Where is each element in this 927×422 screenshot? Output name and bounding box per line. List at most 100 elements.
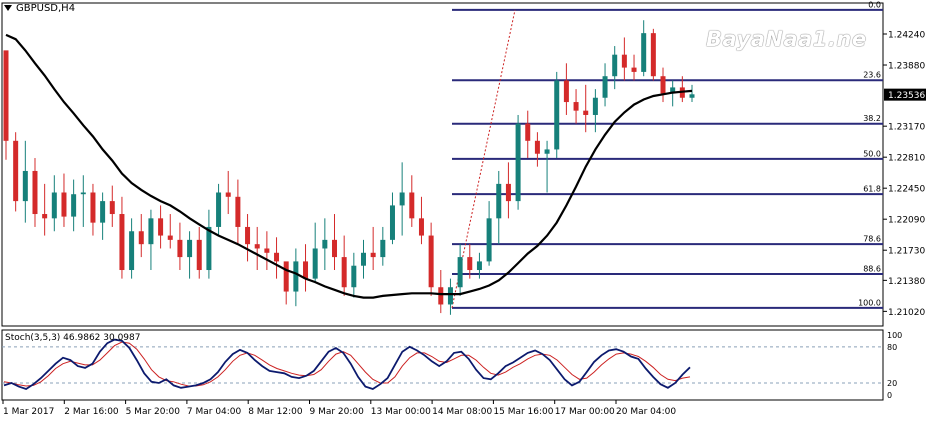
price-tick-label: 1.23170 xyxy=(888,123,925,133)
chart-title: GBPUSD,H4 xyxy=(4,3,75,14)
bull-candle xyxy=(544,149,550,154)
price-axis: 1.24240 1.23880 1.23170 1.22810 1.22450 1.220… xyxy=(883,31,926,318)
bear-candle xyxy=(158,218,164,236)
time-axis: 1 Mar 2017 2 Mar 16:00 5 Mar 20:00 7 Mar 04… xyxy=(2,400,676,417)
price-tick-label: 1.23880 xyxy=(888,62,925,72)
bear-candle xyxy=(505,183,511,202)
fibonacci-retracement[interactable]: 0.0 23.6 38.2 50.0 61.8 78.6 88.6 100.0 xyxy=(451,0,883,309)
price-tick-label: 1.22090 xyxy=(888,216,925,226)
bear-candle xyxy=(534,140,540,154)
bear-candle xyxy=(177,239,183,258)
bull-candle xyxy=(592,97,598,115)
price-tick-label: 1.21730 xyxy=(888,247,925,257)
time-tick-label: 17 Mar 00:00 xyxy=(555,407,615,417)
bear-candle xyxy=(573,102,579,111)
bull-candle xyxy=(22,170,28,202)
time-tick-label: 5 Mar 20:00 xyxy=(126,407,181,417)
bear-candle xyxy=(61,192,67,217)
bear-candle xyxy=(650,33,656,77)
time-tick-label: 14 Mar 08:00 xyxy=(432,407,492,417)
time-tick-label: 13 Mar 00:00 xyxy=(371,407,431,417)
bear-candle xyxy=(109,201,115,215)
bear-candle xyxy=(660,76,666,94)
time-tick-label: 9 Mar 20:00 xyxy=(310,407,365,417)
bull-candle xyxy=(554,80,560,150)
bear-candle xyxy=(196,239,202,271)
bear-candle xyxy=(303,261,309,279)
bear-candle xyxy=(428,235,434,288)
bear-candle xyxy=(274,252,280,262)
bull-candle xyxy=(129,231,135,271)
bear-candle xyxy=(32,170,38,215)
fib-level-label: 23.6 xyxy=(863,71,881,80)
bear-candle xyxy=(42,214,48,219)
bull-candle xyxy=(612,54,618,77)
dropdown-triangle-icon[interactable] xyxy=(4,5,12,11)
price-tick-label: 1.24240 xyxy=(888,31,925,41)
bull-candle xyxy=(187,239,193,258)
stochastic-panel-border xyxy=(1,329,884,401)
fib-level-label: 88.6 xyxy=(863,264,881,273)
bull-candle xyxy=(80,192,86,195)
stochastic-main-line xyxy=(3,338,691,390)
stochastic-tick-label: 100 xyxy=(887,331,902,340)
bear-candle xyxy=(235,196,241,227)
bull-candle xyxy=(380,239,386,258)
bull-candle xyxy=(515,123,521,202)
watermark-logo: BayaNaa1.ne xyxy=(706,27,867,51)
bull-candle xyxy=(322,239,328,249)
bear-candle xyxy=(138,231,144,245)
stochastic-tick-label: 0 xyxy=(887,391,892,400)
bear-candle xyxy=(225,192,231,197)
bull-candle xyxy=(216,192,222,227)
fib-trend-line xyxy=(451,9,516,309)
bull-candle xyxy=(602,76,608,98)
bear-candle xyxy=(525,123,531,141)
time-tick-label: 7 Mar 04:00 xyxy=(187,407,242,417)
bear-candle xyxy=(583,110,589,115)
bull-candle xyxy=(496,183,502,219)
bear-candle xyxy=(341,257,347,288)
fib-level-label: 61.8 xyxy=(863,185,881,194)
bull-candle xyxy=(399,192,405,206)
bull-candle xyxy=(670,87,676,94)
bull-candle xyxy=(71,194,77,217)
bear-candle xyxy=(467,257,473,271)
stochastic-tick-label: 20 xyxy=(887,379,897,388)
bear-candle xyxy=(332,239,338,258)
bull-candle xyxy=(476,261,482,271)
stochastic-label: Stoch(3,5,3) 46.9862 30.0987 xyxy=(5,333,141,343)
bull-candle xyxy=(51,192,57,219)
time-tick-label: 1 Mar 2017 xyxy=(3,407,54,417)
bear-candle xyxy=(245,226,251,245)
bear-candle xyxy=(563,80,569,103)
main-panel-border xyxy=(1,2,884,327)
bear-candle xyxy=(264,248,270,253)
price-tick-label: 1.21020 xyxy=(888,308,925,318)
bull-candle xyxy=(457,257,463,288)
bull-candle xyxy=(447,287,453,305)
bull-candle xyxy=(148,218,154,245)
fib-level-label: 0.0 xyxy=(868,0,881,9)
time-tick-label: 2 Mar 16:00 xyxy=(64,407,119,417)
bear-candle xyxy=(631,67,637,72)
price-tick-label: 1.21380 xyxy=(888,277,925,287)
bear-candle xyxy=(370,252,376,258)
bear-candle xyxy=(438,287,444,305)
bull-candle xyxy=(486,218,492,262)
candlestick-series xyxy=(3,20,695,315)
bull-candle xyxy=(641,33,647,72)
bull-candle xyxy=(389,205,395,240)
bear-candle xyxy=(167,235,173,240)
bull-candle xyxy=(360,252,366,266)
bear-candle xyxy=(119,214,125,271)
chart-frame xyxy=(1,2,884,401)
bull-candle xyxy=(206,226,212,271)
time-tick-label: 15 Mar 16:00 xyxy=(493,407,553,417)
fib-level-label: 78.6 xyxy=(863,235,881,244)
moving-average-line xyxy=(5,33,693,299)
current-price-box xyxy=(884,88,926,101)
stochastic-signal-line xyxy=(3,341,691,387)
bear-candle xyxy=(3,50,9,141)
